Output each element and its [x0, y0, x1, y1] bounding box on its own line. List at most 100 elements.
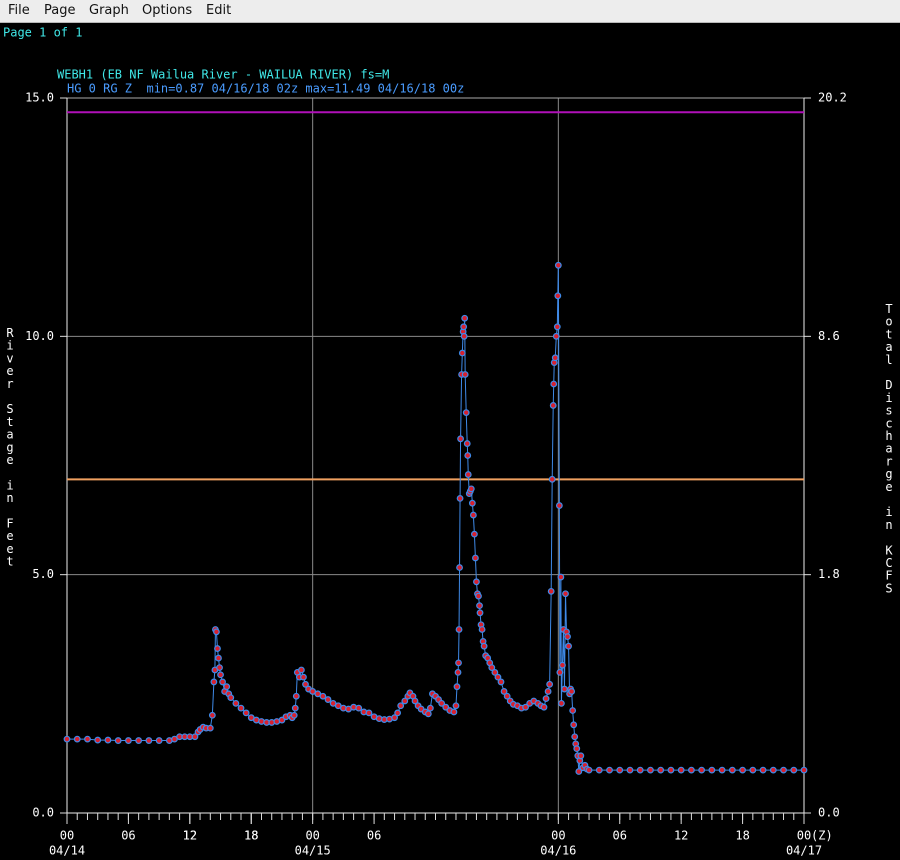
- data-point: [324, 696, 332, 703]
- y2-tick-label: 1.8: [818, 567, 840, 581]
- data-point: [565, 642, 572, 650]
- data-point: [494, 673, 502, 681]
- data-point: [568, 688, 576, 695]
- y-tick-label: 10.0: [25, 329, 54, 343]
- data-point: [460, 323, 468, 331]
- data-point: [464, 452, 472, 459]
- x-tick-label: 12: [183, 829, 197, 843]
- data-point: [300, 673, 307, 681]
- menu-page[interactable]: Page: [44, 3, 76, 18]
- data-point: [213, 628, 220, 636]
- x-tick-label: 06: [613, 829, 627, 843]
- data-point: [739, 766, 746, 774]
- y2-tick-label: 0.0: [818, 806, 840, 820]
- data-point: [298, 666, 305, 674]
- x-tick-label: 18: [735, 829, 749, 843]
- data-point: [488, 664, 496, 672]
- data-point: [242, 709, 250, 717]
- data-point: [491, 668, 499, 676]
- data-point: [718, 766, 726, 774]
- data-point: [469, 511, 477, 519]
- menu-file[interactable]: File: [8, 3, 30, 18]
- chart-subtitle: HG 0 RG Z min=0.87 04/16/18 02z max=11.4…: [67, 82, 464, 96]
- data-point: [557, 573, 565, 581]
- data-point: [463, 440, 471, 447]
- data-point: [790, 766, 798, 774]
- x-tick-label: 00: [797, 829, 811, 843]
- menu-bar: File Page Graph Options Edit: [0, 0, 900, 23]
- data-point: [542, 695, 550, 702]
- y-axis-label: River Stage in Feet: [3, 326, 17, 568]
- data-point: [647, 766, 654, 774]
- data-point: [698, 766, 706, 774]
- data-point: [569, 707, 577, 714]
- data-point: [548, 475, 556, 483]
- data-point: [73, 735, 81, 743]
- data-point: [688, 766, 695, 774]
- x-date-label: 04/17: [786, 844, 822, 858]
- data-point: [450, 708, 458, 716]
- x-tick-label: 06: [367, 829, 381, 843]
- data-point: [145, 737, 153, 744]
- data-point: [577, 752, 585, 760]
- data-point: [728, 766, 736, 774]
- data-point: [237, 704, 245, 712]
- data-point: [460, 332, 468, 340]
- data-point: [553, 323, 561, 331]
- data-point: [677, 766, 685, 774]
- data-point: [104, 736, 112, 744]
- data-point: [472, 554, 479, 562]
- data-point: [454, 668, 462, 676]
- data-point: [455, 659, 462, 667]
- data-point: [210, 678, 218, 686]
- data-point: [63, 735, 71, 743]
- x-tick-label: 00: [305, 829, 319, 843]
- data-point: [391, 714, 398, 722]
- data-point: [544, 688, 552, 695]
- data-point: [462, 409, 470, 417]
- data-point: [291, 704, 299, 712]
- data-point: [84, 735, 91, 743]
- data-point: [453, 683, 461, 691]
- data-point: [551, 354, 559, 362]
- data-point: [571, 733, 579, 741]
- data-point: [546, 680, 554, 688]
- y2-tick-label: 20.2: [818, 91, 847, 105]
- data-point: [559, 661, 566, 669]
- data-point: [355, 704, 363, 712]
- data-point: [319, 692, 327, 700]
- menu-edit[interactable]: Edit: [206, 3, 232, 18]
- data-point: [497, 678, 505, 686]
- x-date-label: 04/14: [49, 844, 85, 858]
- data-point: [564, 633, 571, 641]
- data-point: [657, 766, 665, 774]
- data-point: [455, 626, 463, 633]
- data-point: [411, 697, 419, 705]
- data-point: [461, 371, 469, 378]
- data-point: [290, 711, 298, 719]
- data-point: [575, 768, 583, 775]
- data-point: [464, 471, 472, 478]
- chart-title: WEBH1 (EB NF Wailua River - WAILUA RIVER…: [57, 68, 389, 82]
- x-tick-label: 18: [244, 829, 258, 843]
- menu-options[interactable]: Options: [142, 3, 193, 18]
- x-tick-label: 00: [60, 829, 74, 843]
- data-point: [626, 766, 634, 774]
- data-point: [667, 766, 675, 774]
- data-point: [215, 654, 222, 662]
- data-point: [302, 680, 309, 688]
- y-tick-label: 15.0: [25, 91, 54, 105]
- menu-graph[interactable]: Graph: [89, 3, 129, 18]
- data-point: [595, 766, 603, 774]
- data-point: [424, 710, 432, 718]
- data-point: [556, 668, 564, 676]
- data-point: [500, 688, 508, 695]
- data-point: [232, 699, 240, 707]
- data-point: [426, 704, 434, 712]
- data-point: [223, 683, 231, 691]
- data-point: [216, 664, 223, 672]
- data-point: [476, 602, 483, 610]
- data-point: [547, 587, 555, 595]
- data-point: [114, 737, 122, 744]
